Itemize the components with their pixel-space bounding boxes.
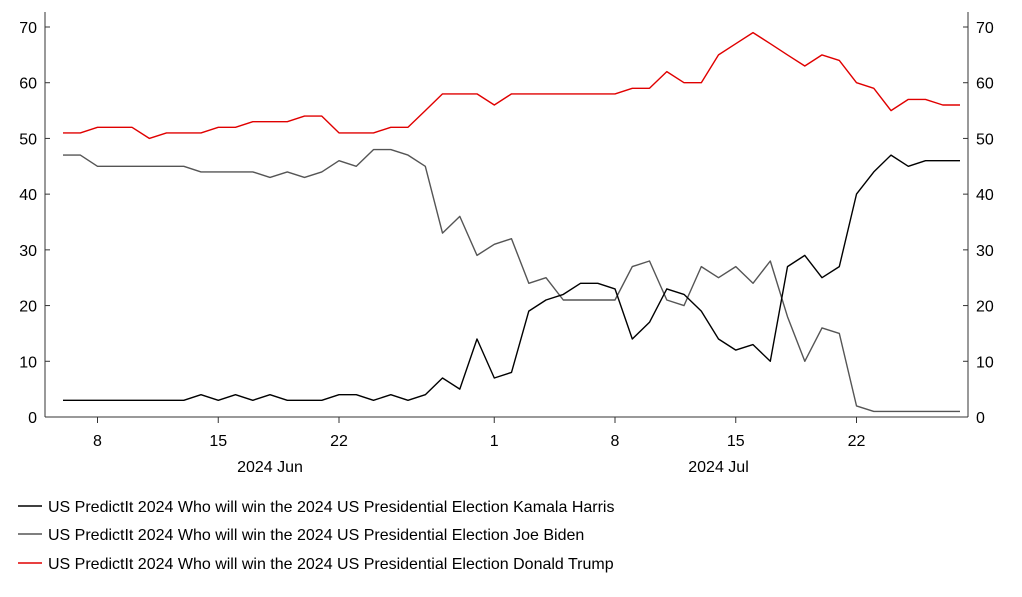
x-tick-label: 8 bbox=[611, 433, 620, 450]
x-tick-label: 22 bbox=[330, 433, 348, 450]
x-tick-label: 1 bbox=[490, 433, 499, 450]
legend-label: US PredictIt 2024 Who will win the 2024 … bbox=[48, 499, 614, 516]
legend-label: US PredictIt 2024 Who will win the 2024 … bbox=[48, 556, 614, 573]
x-tick-label: 15 bbox=[209, 433, 227, 450]
x-month-label: 2024 Jun bbox=[237, 459, 303, 476]
left-y-tick-label: 40 bbox=[19, 187, 37, 204]
right-y-tick-label: 50 bbox=[976, 131, 994, 148]
right-y-tick-label: 40 bbox=[976, 187, 994, 204]
left-y-tick-label: 60 bbox=[19, 76, 37, 93]
x-month-label: 2024 Jul bbox=[688, 459, 749, 476]
right-y-tick-label: 0 bbox=[976, 410, 985, 427]
left-y-tick-label: 30 bbox=[19, 243, 37, 260]
left-y-tick-label: 10 bbox=[19, 354, 37, 371]
right-y-tick-label: 70 bbox=[976, 20, 994, 37]
right-y-tick-label: 10 bbox=[976, 354, 994, 371]
x-tick-label: 15 bbox=[727, 433, 745, 450]
legend-label: US PredictIt 2024 Who will win the 2024 … bbox=[48, 527, 584, 544]
left-y-tick-label: 70 bbox=[19, 20, 37, 37]
series-line-0 bbox=[63, 154, 960, 401]
series-line-2 bbox=[63, 31, 960, 140]
left-y-tick-label: 0 bbox=[28, 410, 37, 427]
series-line-1 bbox=[63, 148, 960, 413]
x-tick-label: 22 bbox=[848, 433, 866, 450]
left-y-tick-label: 20 bbox=[19, 299, 37, 316]
x-tick-label: 8 bbox=[93, 433, 102, 450]
axes: 0 0 10 10 20 20 30 30 40 40 50 50 60 60 70 70 8 15 22 1 8 15 2… bbox=[19, 12, 994, 476]
series-layer bbox=[63, 31, 960, 413]
right-y-tick-label: 20 bbox=[976, 299, 994, 316]
left-y-tick-label: 50 bbox=[19, 131, 37, 148]
legend: US PredictIt 2024 Who will win the 2024 … bbox=[18, 499, 614, 573]
right-y-tick-label: 60 bbox=[976, 76, 994, 93]
right-y-tick-label: 30 bbox=[976, 243, 994, 260]
